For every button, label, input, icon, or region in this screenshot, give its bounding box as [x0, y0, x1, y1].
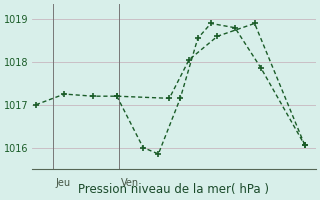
Text: Jeu: Jeu	[56, 178, 71, 188]
Text: Ven: Ven	[121, 178, 139, 188]
X-axis label: Pression niveau de la mer( hPa ): Pression niveau de la mer( hPa )	[78, 183, 269, 196]
